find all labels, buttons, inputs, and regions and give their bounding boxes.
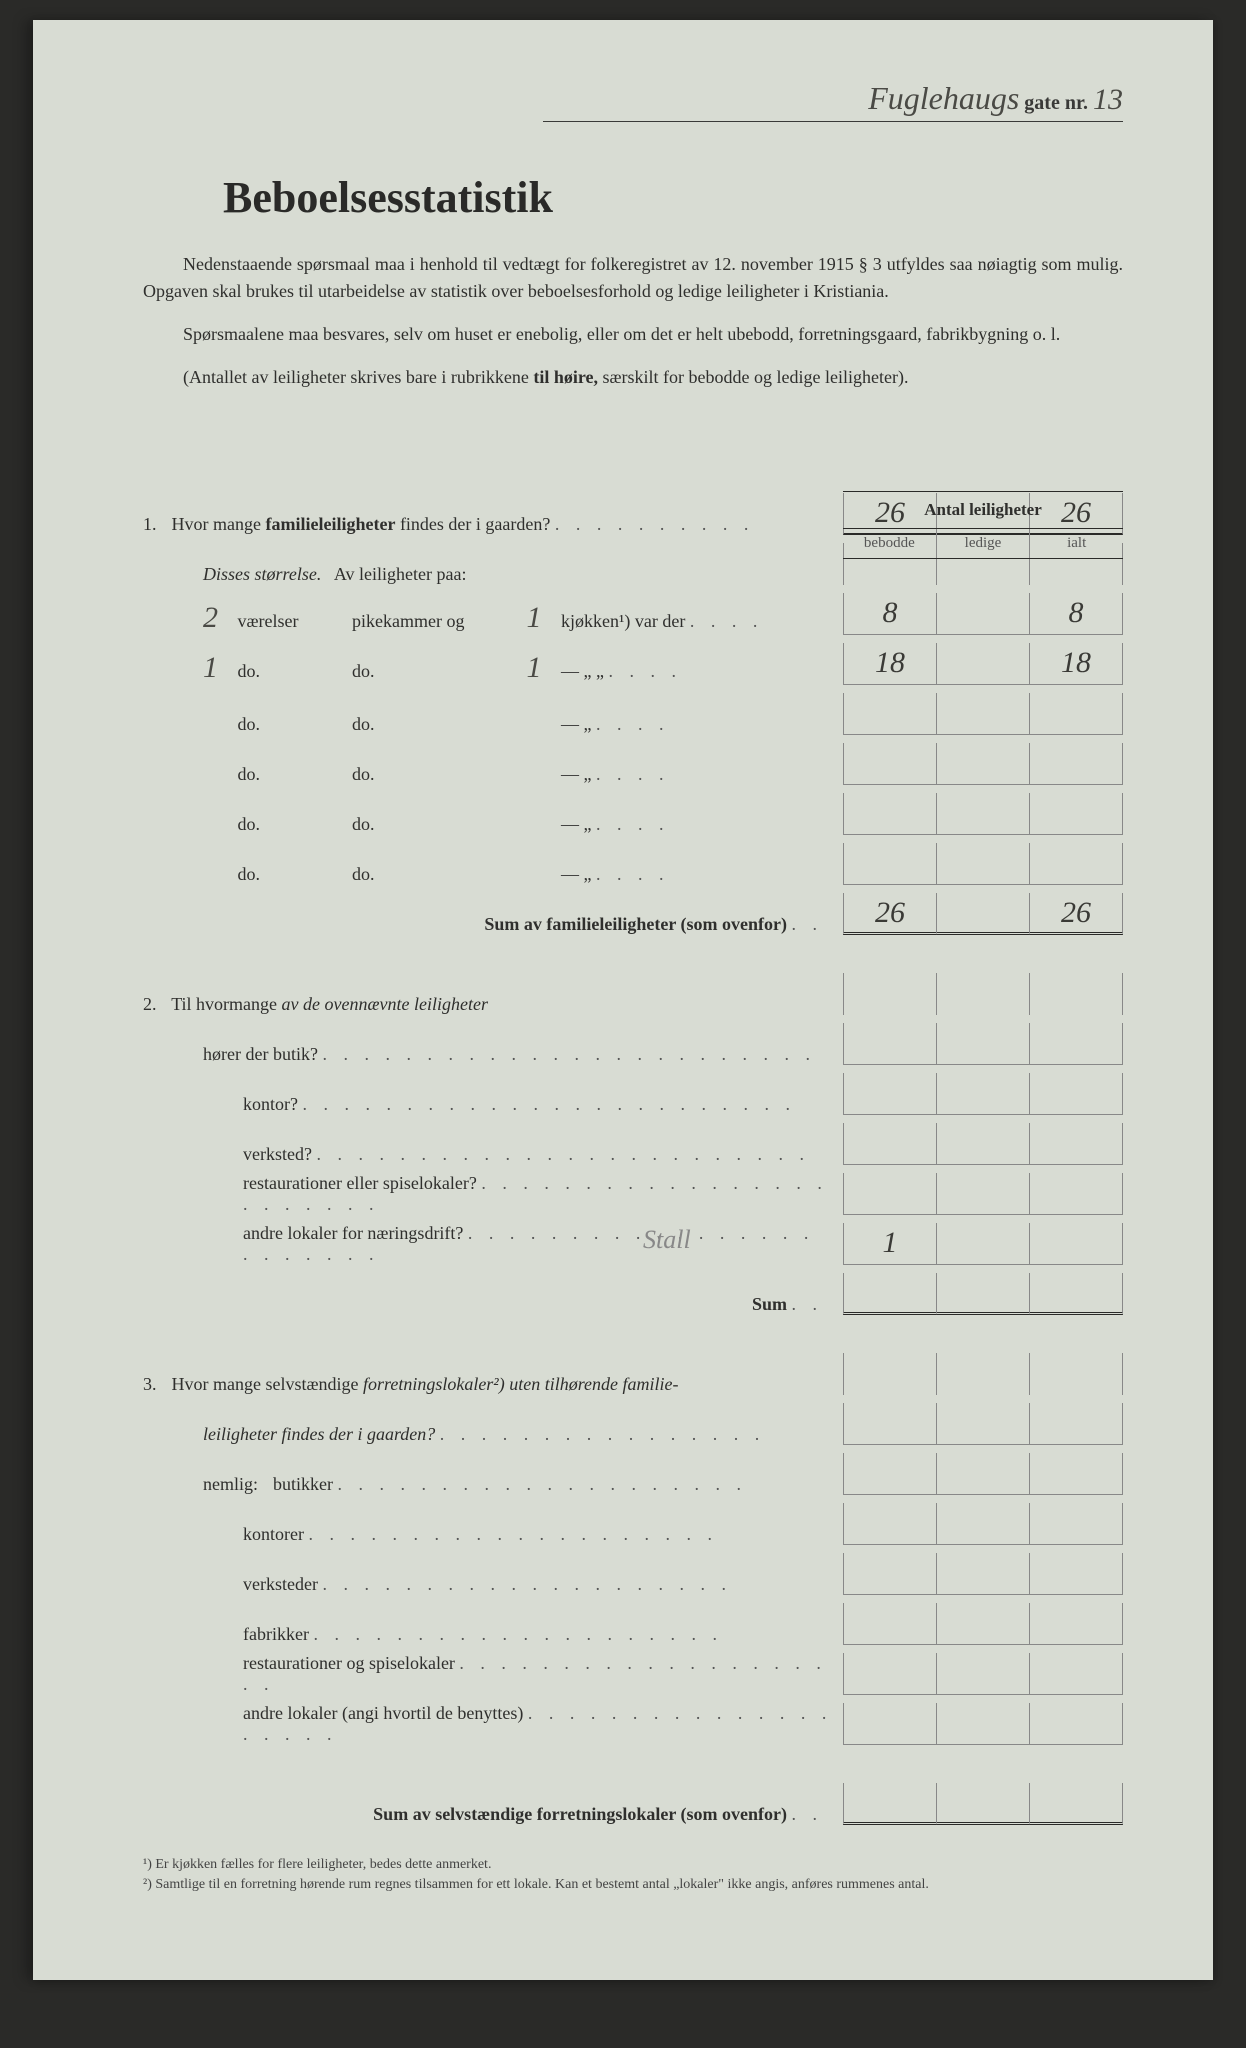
q3-row-cont: leiligheter findes der i gaarden? . . . … xyxy=(143,1401,1123,1445)
q1-size-row: do. do. — „ . . . . xyxy=(143,691,1123,735)
col-bebodde: bebodde xyxy=(843,529,937,558)
page-title: Beboelsesstatistik xyxy=(223,172,1123,223)
q2-subrow: andre lokaler for næringsdrift? . . . . … xyxy=(143,1221,1123,1265)
footnote-2: ²) Samtlige til en forretning hørende ru… xyxy=(143,1875,1123,1895)
column-header: Antal leiligheter bebodde ledige ialt xyxy=(843,491,1123,559)
q1-sum-ialt: 26 xyxy=(1030,893,1123,935)
q1-label: 1. Hvor mange familieleiligheter findes … xyxy=(143,514,843,535)
content-rows: 1. Hvor mange familieleiligheter findes … xyxy=(143,491,1123,1825)
col-subheaders: bebodde ledige ialt xyxy=(843,529,1123,559)
q1-size-row: 1 do. do. 1 — „ „ . . . . 18 18 xyxy=(143,641,1123,685)
q3-subrow: nemlig:butikker . . . . . . . . . . . . … xyxy=(143,1451,1123,1495)
col-ialt: ialt xyxy=(1030,529,1123,558)
q3-subrow: fabrikker . . . . . . . . . . . . . . . … xyxy=(143,1601,1123,1645)
q2-subrow: verksted? . . . . . . . . . . . . . . . … xyxy=(143,1121,1123,1165)
header-line: Fuglehaugs gate nr. 13 xyxy=(543,80,1123,122)
q2-annotation: Stall xyxy=(643,1225,691,1255)
q3-subrow: verksteder . . . . . . . . . . . . . . .… xyxy=(143,1551,1123,1595)
footnote-1: ¹) Er kjøkken fælles for flere leilighet… xyxy=(143,1855,1123,1875)
q1-size-row: do. do. — „ . . . . xyxy=(143,791,1123,835)
intro-p2: Spørsmaalene maa besvares, selv om huset… xyxy=(143,321,1123,348)
q3-subrow: andre lokaler (angi hvortil de benyttes)… xyxy=(143,1701,1123,1745)
intro-p1: Nedenstaaende spørsmaal maa i henhold ti… xyxy=(143,251,1123,305)
q2-sum: Sum . . xyxy=(143,1271,1123,1315)
q2-row: 2. Til hvormange av de ovennævnte leilig… xyxy=(143,971,1123,1015)
q1-size-row: do. do. — „ . . . . xyxy=(143,741,1123,785)
footnotes: ¹) Er kjøkken fælles for flere leilighet… xyxy=(143,1855,1123,1894)
q1-sum-bebodde: 26 xyxy=(843,893,937,935)
col-ledige: ledige xyxy=(937,529,1031,558)
q3-subrow: restaurationer og spiselokaler . . . . .… xyxy=(143,1651,1123,1695)
q2-subrow: kontor? . . . . . . . . . . . . . . . . … xyxy=(143,1071,1123,1115)
gate-number: 13 xyxy=(1093,83,1123,116)
col-title: Antal leiligheter xyxy=(843,491,1123,529)
q3-sum: Sum av selvstændige forretningslokaler (… xyxy=(143,1781,1123,1825)
q1-sum: Sum av familieleiligheter (som ovenfor) … xyxy=(143,891,1123,935)
q2-subrow: hører der butik? . . . . . . . . . . . .… xyxy=(143,1021,1123,1065)
q1-size-row: 2 værelser pikekammer og 1 kjøkken¹) var… xyxy=(143,591,1123,635)
table-area: Antal leiligheter bebodde ledige ialt 1.… xyxy=(143,491,1123,1825)
street-name: Fuglehaugs xyxy=(868,80,1019,116)
q3-subrow: kontorer . . . . . . . . . . . . . . . .… xyxy=(143,1501,1123,1545)
q2-subrow: restaurationer eller spiselokaler? . . .… xyxy=(143,1171,1123,1215)
q1-sum-ledige xyxy=(937,893,1030,935)
gate-label: gate nr. xyxy=(1024,92,1088,114)
document-page: Fuglehaugs gate nr. 13 Beboelsesstatisti… xyxy=(33,20,1213,1980)
q1-size-row: do. do. — „ . . . . xyxy=(143,841,1123,885)
intro-p3: (Antallet av leiligheter skrives bare i … xyxy=(143,364,1123,391)
q3-row: 3. Hvor mange selvstændige forretningslo… xyxy=(143,1351,1123,1395)
